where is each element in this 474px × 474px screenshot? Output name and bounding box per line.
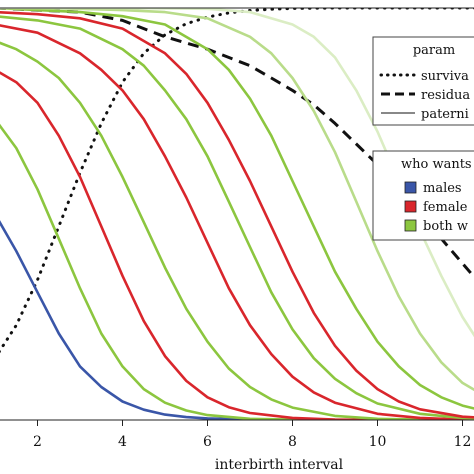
legend-entry-both-label: both w: [423, 219, 468, 234]
x-ticks: 2 4 6 8 10 12: [33, 420, 471, 450]
legend-entry-females-swatch: [404, 200, 417, 213]
legend-entry-paternity-label: paterni: [421, 107, 469, 122]
x-tick-label-8: 8: [288, 434, 297, 450]
x-tick-label-10: 10: [369, 434, 387, 450]
x-tick-label-12: 12: [454, 434, 472, 450]
legend-entry-both-swatch: [404, 219, 417, 232]
legend-entry-survival-label: surviva: [421, 69, 469, 84]
series-line-4: [0, 71, 474, 420]
series-line-3: [0, 123, 474, 420]
legend-who-wants-title: who wants: [401, 157, 472, 172]
legend-params: param surviva residua paterni: [372, 36, 474, 126]
legend-entry-males-label: males: [423, 181, 462, 196]
series-line-7: [0, 15, 474, 420]
legend-params-box: [372, 36, 474, 126]
legend-params-title: param: [413, 43, 455, 58]
series-line-9: [0, 8, 474, 410]
x-tick-label-4: 4: [118, 434, 127, 450]
series-line-6: [0, 24, 474, 420]
legend-entry-residual-label: residua: [421, 88, 470, 103]
legend-entry-females-label: female: [423, 200, 468, 215]
series-line-2: [0, 220, 474, 420]
legend-who-wants: who wants males female both w: [372, 150, 474, 241]
x-tick-label-2: 2: [33, 434, 42, 450]
series-line-10: [0, 8, 474, 392]
legend-entry-males-swatch: [404, 181, 417, 194]
x-axis-title: interbirth interval: [215, 457, 344, 473]
series-line-8: [0, 11, 474, 419]
series-line-survival: [0, 8, 474, 354]
legend-who-wants-box: [372, 150, 474, 241]
x-tick-label-6: 6: [203, 434, 212, 450]
series-line-5: [0, 41, 474, 420]
